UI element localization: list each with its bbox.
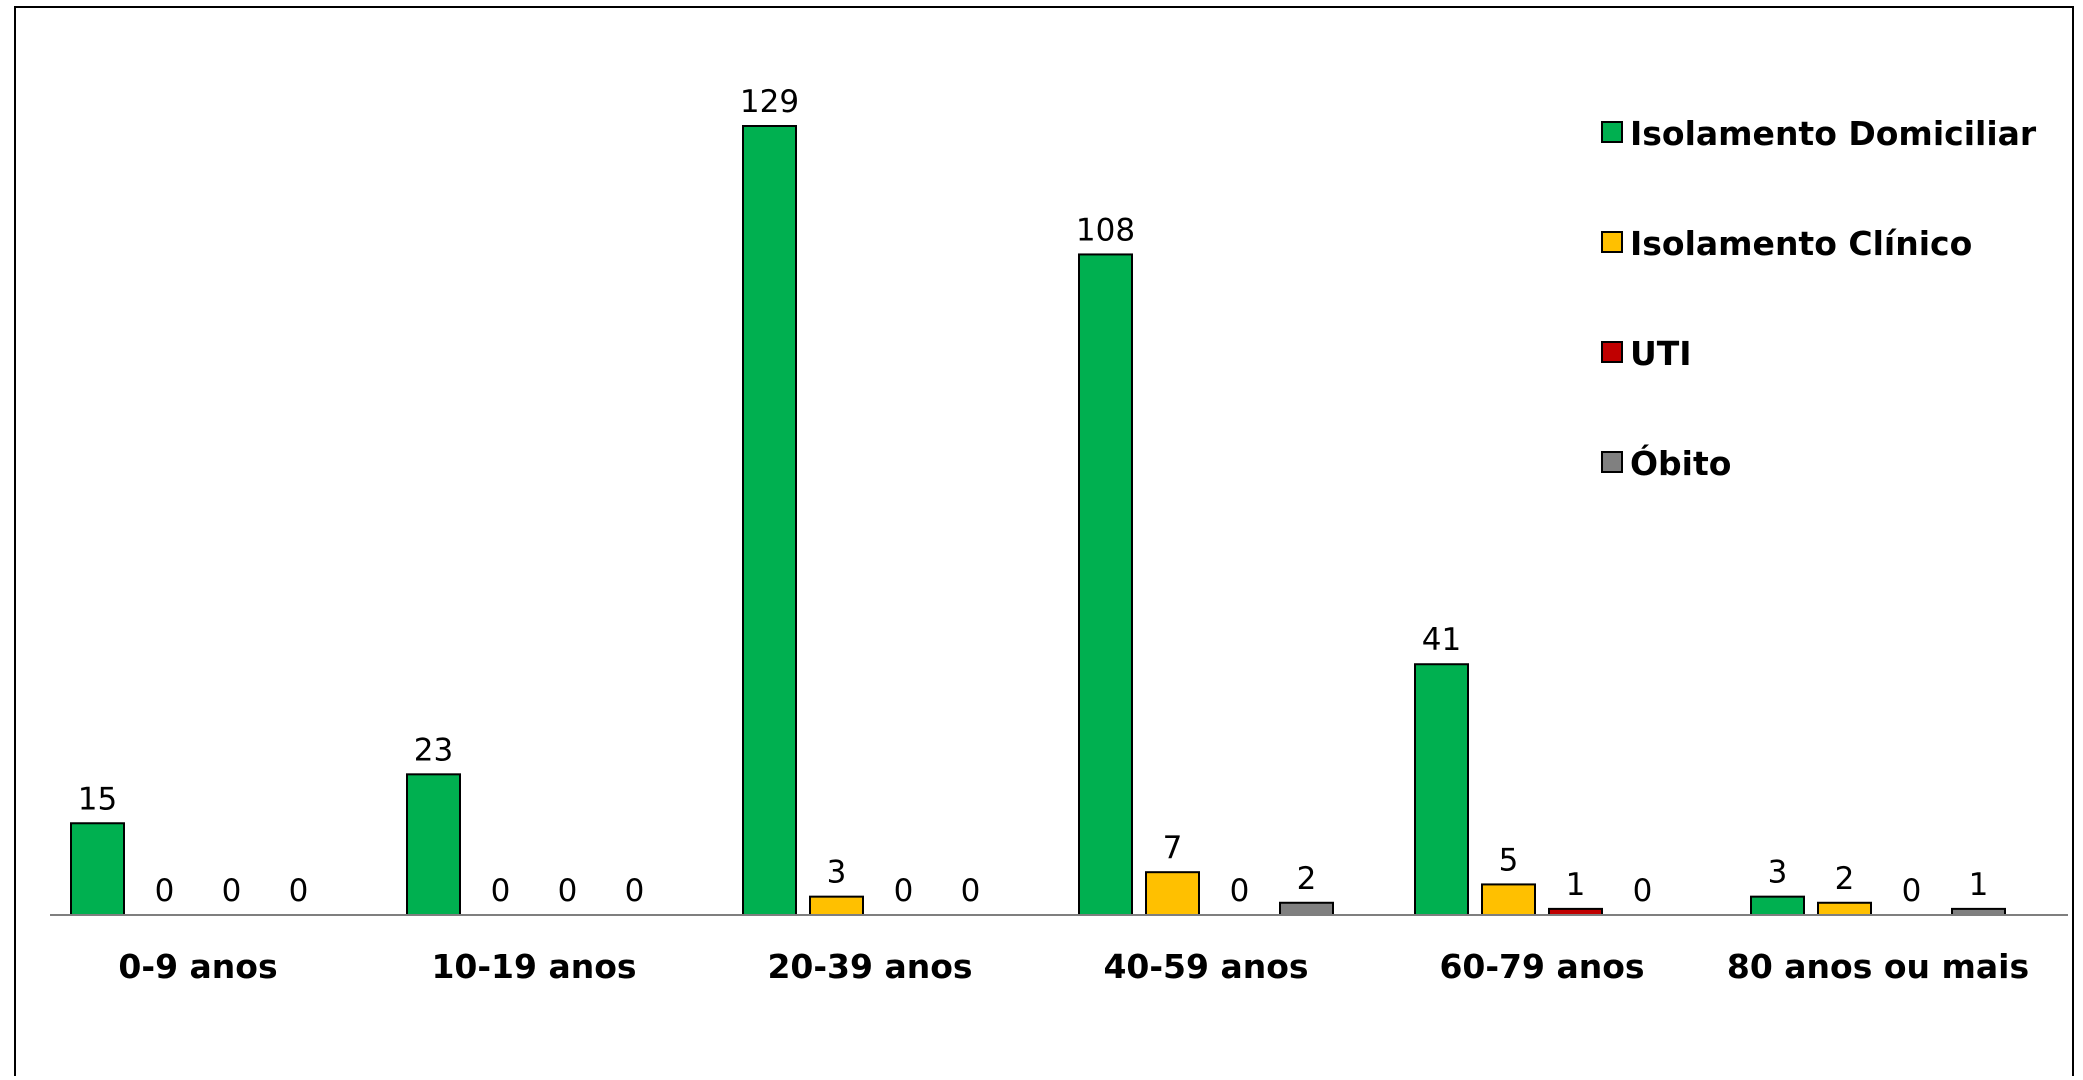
value-label-uti-60-79-anos: 1: [1566, 867, 1586, 903]
bar-isolamento-domiciliar-20-39-anos: [742, 125, 797, 916]
value-label-isolamento-domiciliar-80-anos-ou-mais: 3: [1768, 855, 1788, 891]
value-label-uti-20-39-anos: 0: [894, 873, 914, 909]
value-label-isolamento-domiciliar-10-19-anos: 23: [414, 732, 453, 768]
bar-isolamento-clinico-80-anos-ou-mais: [1817, 901, 1872, 917]
legend: Isolamento Domiciliar Isolamento Clínico U…: [1601, 114, 2037, 483]
value-label-isolamento-clinico-20-39-anos: 3: [827, 855, 847, 891]
legend-swatch-isolamento-domiciliar: [1601, 121, 1623, 143]
legend-swatch-obito: [1601, 451, 1623, 473]
value-label-isolamento-domiciliar-0-9-anos: 15: [78, 781, 117, 817]
value-label-obito-40-59-anos: 2: [1297, 861, 1317, 897]
value-label-isolamento-domiciliar-60-79-anos: 41: [1422, 622, 1461, 658]
bar-isolamento-clinico-60-79-anos: [1481, 883, 1536, 916]
legend-label-obito: Óbito: [1630, 443, 1731, 483]
value-label-isolamento-clinico-0-9-anos: 0: [155, 873, 175, 909]
value-label-obito-0-9-anos: 0: [289, 873, 309, 909]
value-label-isolamento-clinico-60-79-anos: 5: [1499, 842, 1519, 878]
chart-frame: [14, 6, 2074, 1076]
category-label-10-19-anos: 10-19 anos: [431, 947, 636, 986]
bar-isolamento-domiciliar-40-59-anos: [1078, 253, 1133, 917]
value-label-uti-40-59-anos: 0: [1230, 873, 1250, 909]
bar-obito-40-59-anos: [1279, 901, 1334, 917]
legend-label-isolamento-domiciliar: Isolamento Domiciliar: [1630, 114, 2037, 153]
value-label-obito-10-19-anos: 0: [625, 873, 645, 909]
value-labels-layer: 15 0 0 0 23 0 0 0 129 3 0 0 108 7 0 2 41 5 1 0 3 2 0 1: [78, 84, 1989, 909]
legend-swatch-isolamento-clinico: [1601, 231, 1623, 253]
bar-isolamento-clinico-20-39-anos: [809, 895, 864, 917]
value-label-isolamento-clinico-80-anos-ou-mais: 2: [1835, 861, 1855, 897]
value-label-uti-10-19-anos: 0: [558, 873, 578, 909]
value-label-isolamento-clinico-10-19-anos: 0: [491, 873, 511, 909]
category-label-40-59-anos: 40-59 anos: [1103, 947, 1308, 986]
value-label-obito-60-79-anos: 0: [1633, 873, 1653, 909]
legend-swatch-uti: [1601, 341, 1623, 363]
category-label-0-9-anos: 0-9 anos: [118, 947, 277, 986]
category-label-60-79-anos: 60-79 anos: [1439, 947, 1644, 986]
value-label-uti-0-9-anos: 0: [222, 873, 242, 909]
bar-isolamento-domiciliar-80-anos-ou-mais: [1750, 895, 1805, 917]
bar-isolamento-domiciliar-10-19-anos: [406, 773, 461, 916]
value-label-isolamento-clinico-40-59-anos: 7: [1163, 830, 1183, 866]
category-label-20-39-anos: 20-39 anos: [767, 947, 972, 986]
value-label-obito-80-anos-ou-mais: 1: [1969, 867, 1989, 903]
category-labels-layer: 0-9 anos 10-19 anos 20-39 anos 40-59 anos 60…: [118, 947, 2029, 986]
category-label-80-anos-ou-mais: 80 anos ou mais: [1727, 947, 2029, 986]
value-label-obito-20-39-anos: 0: [961, 873, 981, 909]
bar-isolamento-domiciliar-60-79-anos: [1414, 663, 1469, 916]
value-label-isolamento-domiciliar-40-59-anos: 108: [1076, 212, 1135, 248]
legend-label-isolamento-clinico: Isolamento Clínico: [1630, 224, 1972, 263]
value-label-uti-80-anos-ou-mais: 0: [1902, 873, 1922, 909]
value-label-isolamento-domiciliar-20-39-anos: 129: [740, 84, 799, 120]
bar-isolamento-clinico-40-59-anos: [1145, 871, 1200, 916]
bar-isolamento-domiciliar-0-9-anos: [70, 822, 125, 916]
legend-label-uti: UTI: [1630, 334, 1692, 373]
